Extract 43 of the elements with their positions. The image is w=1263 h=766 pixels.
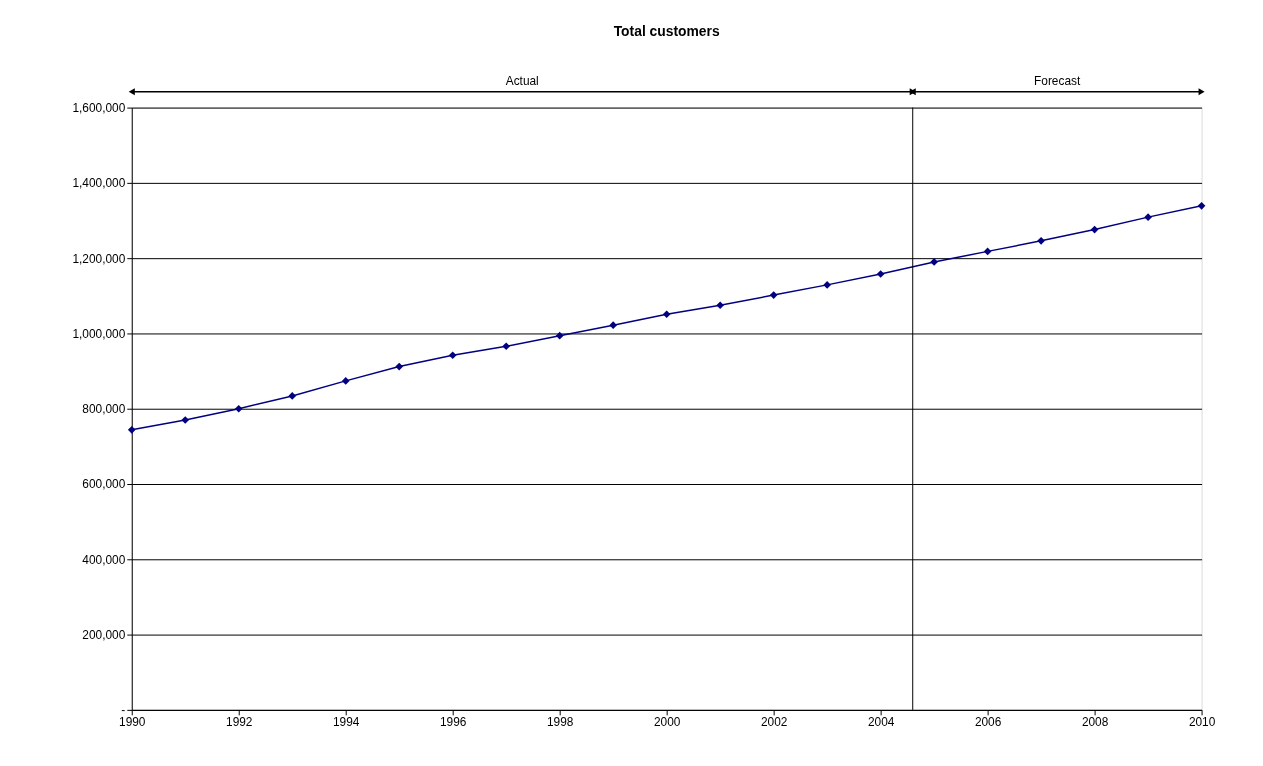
y-tick-label: 1,600,000 [72, 101, 126, 116]
point [502, 342, 511, 351]
text: Forecast [1034, 73, 1081, 88]
point [983, 247, 992, 256]
y-tick-label: 200,000 [82, 628, 126, 643]
text: Actual [505, 73, 539, 88]
y-tick-label: 800,000 [82, 402, 126, 417]
point [1037, 237, 1045, 245]
point [1144, 213, 1152, 221]
point [181, 416, 190, 424]
x-tick-label: 1996 [439, 715, 467, 730]
point [930, 258, 938, 266]
point [288, 392, 297, 400]
y-tick-label: 1,200,000 [72, 251, 126, 266]
x-tick-label: 2004 [867, 715, 895, 730]
point [716, 301, 724, 310]
y-tick-label: 600,000 [82, 477, 126, 492]
point [769, 291, 778, 299]
y-tick-label: 1,400,000 [72, 176, 126, 191]
x-tick-label: 2000 [653, 715, 681, 730]
x-tick-label: 2006 [974, 715, 1002, 730]
point [876, 270, 885, 278]
chart-title: Total customers [613, 23, 720, 40]
point [341, 377, 350, 385]
x-tick-label: 1990 [119, 715, 146, 730]
x-tick-label: 1998 [546, 715, 574, 730]
x-tick-label: 1994 [333, 715, 360, 730]
y-tick-label: 1,000,000 [72, 326, 126, 341]
x-tick-label: 1992 [226, 715, 253, 730]
point [448, 351, 457, 360]
x-tick-label: 2010 [1188, 715, 1216, 730]
x-tick-label: 2002 [760, 715, 788, 730]
y-tick-label: - [121, 703, 126, 718]
point [234, 404, 243, 413]
point [609, 321, 618, 329]
y-tick-label: 400,000 [82, 552, 126, 567]
point [662, 310, 671, 319]
point [555, 331, 564, 340]
point [1197, 202, 1206, 210]
point [823, 281, 831, 289]
x-tick-label: 2008 [1081, 715, 1109, 730]
point [395, 362, 404, 371]
point [127, 425, 136, 434]
